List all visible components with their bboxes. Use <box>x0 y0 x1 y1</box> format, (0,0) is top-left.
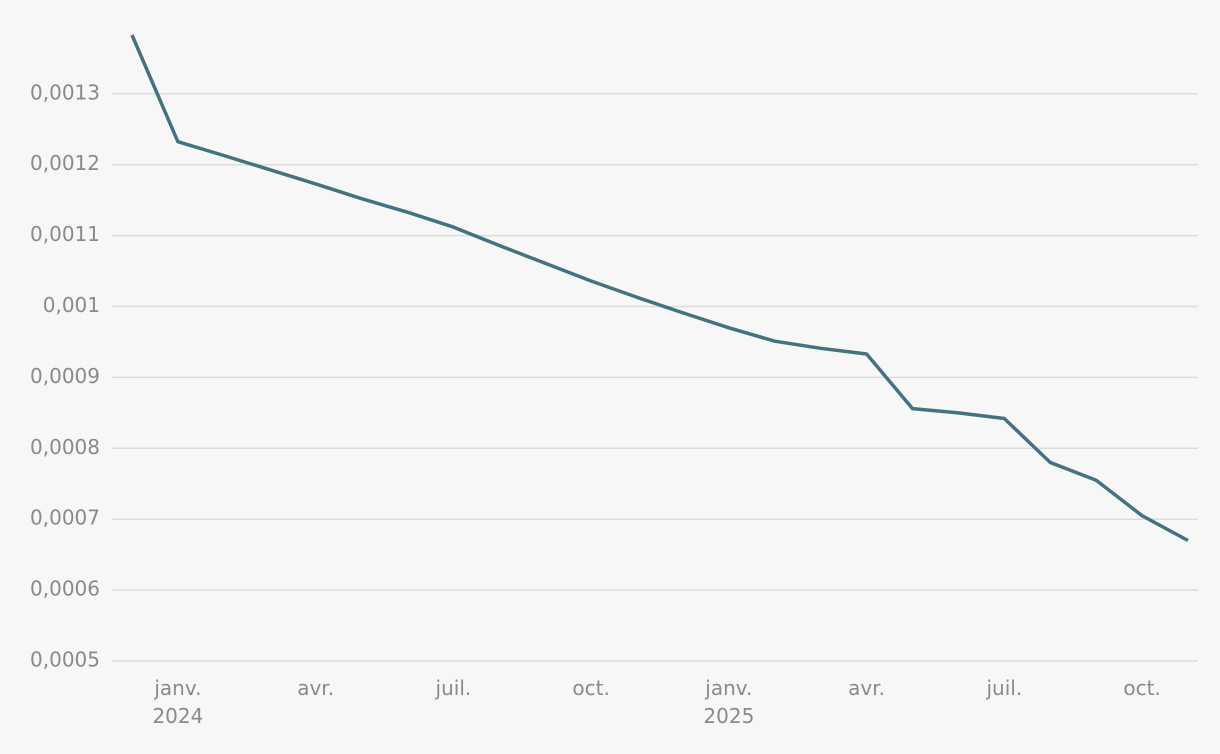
x-tick-label: oct. <box>1123 676 1161 700</box>
y-tick-label: 0,0013 <box>30 80 100 104</box>
x-tick-label: avr. <box>848 676 886 700</box>
x-tick-label: juil. <box>986 676 1023 700</box>
y-tick-label: 0,0011 <box>30 222 100 246</box>
x-tick-label: oct. <box>572 676 610 700</box>
y-tick-label: 0,0008 <box>30 435 100 459</box>
y-tick-label: 0,0009 <box>30 364 100 388</box>
x-tick-label: juil. <box>435 676 472 700</box>
y-tick-label: 0,0005 <box>30 648 100 672</box>
y-tick-label: 0,0007 <box>30 506 100 530</box>
x-tick-label: janv. 2024 <box>152 676 204 728</box>
data-line <box>130 34 1189 543</box>
y-tick-label: 0,0006 <box>30 577 100 601</box>
x-tick-label: avr. <box>297 676 335 700</box>
y-tick-label: 0,001 <box>43 293 100 317</box>
y-tick-label: 0,0012 <box>30 151 100 175</box>
x-tick-label: janv. 2025 <box>703 676 755 728</box>
